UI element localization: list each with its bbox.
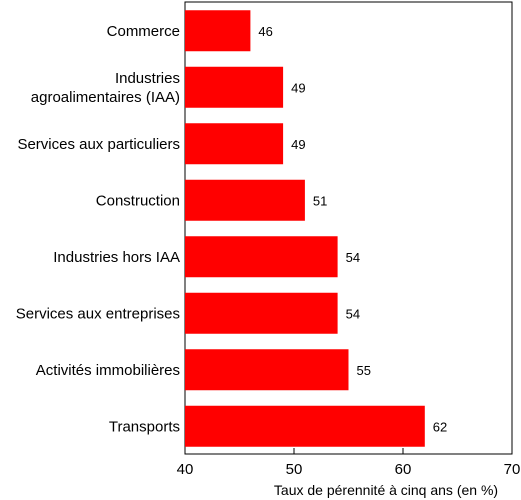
value-label: 55 [357,363,371,378]
value-label: 49 [291,137,305,152]
x-tick-label: 50 [286,461,303,478]
x-axis-title: Taux de pérennité à cinq ans (en %) [274,482,498,498]
category-label: Commerce [107,23,180,40]
category-label: Services aux entreprises [16,305,180,322]
value-label: 62 [433,419,447,434]
bar [185,236,338,278]
x-tick-label: 60 [395,461,412,478]
category-label: Industries hors IAA [53,249,180,266]
category-label: Services aux particuliers [17,136,180,153]
category-label: Transports [109,418,180,435]
x-tick-label: 70 [504,461,521,478]
category-label: Activités immobilières [36,362,180,379]
value-label: 46 [258,24,272,39]
x-tick-label: 40 [177,461,194,478]
value-label: 54 [346,250,360,265]
bar [185,292,338,334]
bar [185,123,284,165]
category-label: Construction [96,192,180,209]
category-label: Industries agroalimentaires (IAA) [31,70,180,106]
value-label: 49 [291,80,305,95]
value-label: 54 [346,306,360,321]
bar [185,179,305,221]
bar [185,10,251,52]
plot-frame [184,1,513,455]
bar [185,349,349,391]
bar [185,405,425,447]
bar [185,66,284,108]
value-label: 51 [313,193,327,208]
